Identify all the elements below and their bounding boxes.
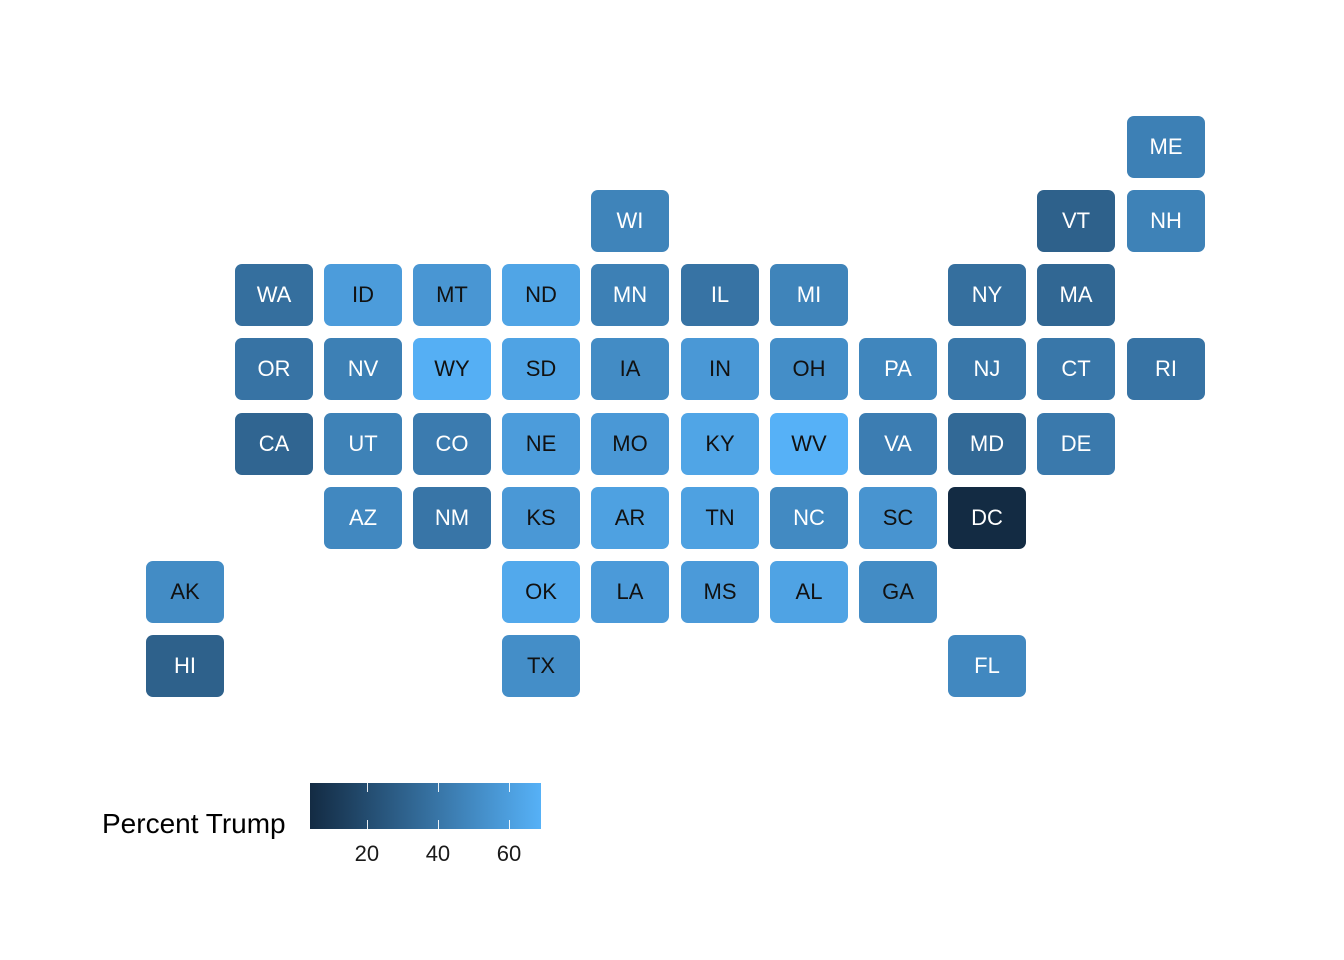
state-tile-nc: NC: [770, 487, 848, 549]
state-tile-sc: SC: [859, 487, 937, 549]
legend-tick-mark: [437, 783, 439, 792]
state-tile-me: ME: [1127, 116, 1205, 178]
state-tile-wa: WA: [235, 264, 313, 326]
legend-tick-label: 20: [354, 841, 380, 866]
state-tile-ks: KS: [502, 487, 580, 549]
legend-tick-label: 40: [425, 841, 451, 866]
legend-tick-mark: [509, 783, 510, 792]
state-tile-in: IN: [681, 338, 759, 400]
state-tile-de: DE: [1037, 413, 1115, 475]
state-tile-ma: MA: [1037, 264, 1115, 326]
state-tile-il: IL: [681, 264, 759, 326]
state-tile-ne: NE: [502, 413, 580, 475]
state-tile-wy: WY: [413, 338, 491, 400]
state-tile-nm: NM: [413, 487, 491, 549]
state-tile-vt: VT: [1037, 190, 1115, 252]
state-tile-ky: KY: [681, 413, 759, 475]
legend-tick-mark: [366, 783, 368, 792]
state-tile-dc: DC: [948, 487, 1026, 549]
state-tile-nj: NJ: [948, 338, 1026, 400]
state-tile-ca: CA: [235, 413, 313, 475]
state-tile-nv: NV: [324, 338, 402, 400]
state-tile-wi: WI: [591, 190, 669, 252]
state-tile-ri: RI: [1127, 338, 1205, 400]
state-tile-md: MD: [948, 413, 1026, 475]
state-tile-ar: AR: [591, 487, 669, 549]
state-tile-mn: MN: [591, 264, 669, 326]
state-tile-ut: UT: [324, 413, 402, 475]
state-tile-va: VA: [859, 413, 937, 475]
state-tile-mt: MT: [413, 264, 491, 326]
state-tile-wv: WV: [770, 413, 848, 475]
state-tile-ms: MS: [681, 561, 759, 623]
state-tile-co: CO: [413, 413, 491, 475]
state-tile-az: AZ: [324, 487, 402, 549]
state-tile-ia: IA: [591, 338, 669, 400]
state-tile-sd: SD: [502, 338, 580, 400]
state-tile-tx: TX: [502, 635, 580, 697]
legend-colorbar: [310, 783, 541, 829]
state-tile-ga: GA: [859, 561, 937, 623]
state-tile-hi: HI: [146, 635, 224, 697]
state-tile-ct: CT: [1037, 338, 1115, 400]
state-tile-al: AL: [770, 561, 848, 623]
state-tile-oh: OH: [770, 338, 848, 400]
state-tile-or: OR: [235, 338, 313, 400]
state-tile-fl: FL: [948, 635, 1026, 697]
state-tile-mo: MO: [591, 413, 669, 475]
state-tile-ak: AK: [146, 561, 224, 623]
state-tile-tn: TN: [681, 487, 759, 549]
state-tile-id: ID: [324, 264, 402, 326]
legend-tick-mark: [437, 820, 439, 829]
state-tile-nd: ND: [502, 264, 580, 326]
state-tile-nh: NH: [1127, 190, 1205, 252]
state-tile-ny: NY: [948, 264, 1026, 326]
legend-tick-mark: [509, 820, 510, 829]
legend-tick-label: 60: [496, 841, 522, 866]
state-tile-pa: PA: [859, 338, 937, 400]
legend-title: Percent Trump: [102, 808, 286, 839]
legend-tick-mark: [366, 820, 368, 829]
state-tile-ok: OK: [502, 561, 580, 623]
state-tile-mi: MI: [770, 264, 848, 326]
state-tile-la: LA: [591, 561, 669, 623]
